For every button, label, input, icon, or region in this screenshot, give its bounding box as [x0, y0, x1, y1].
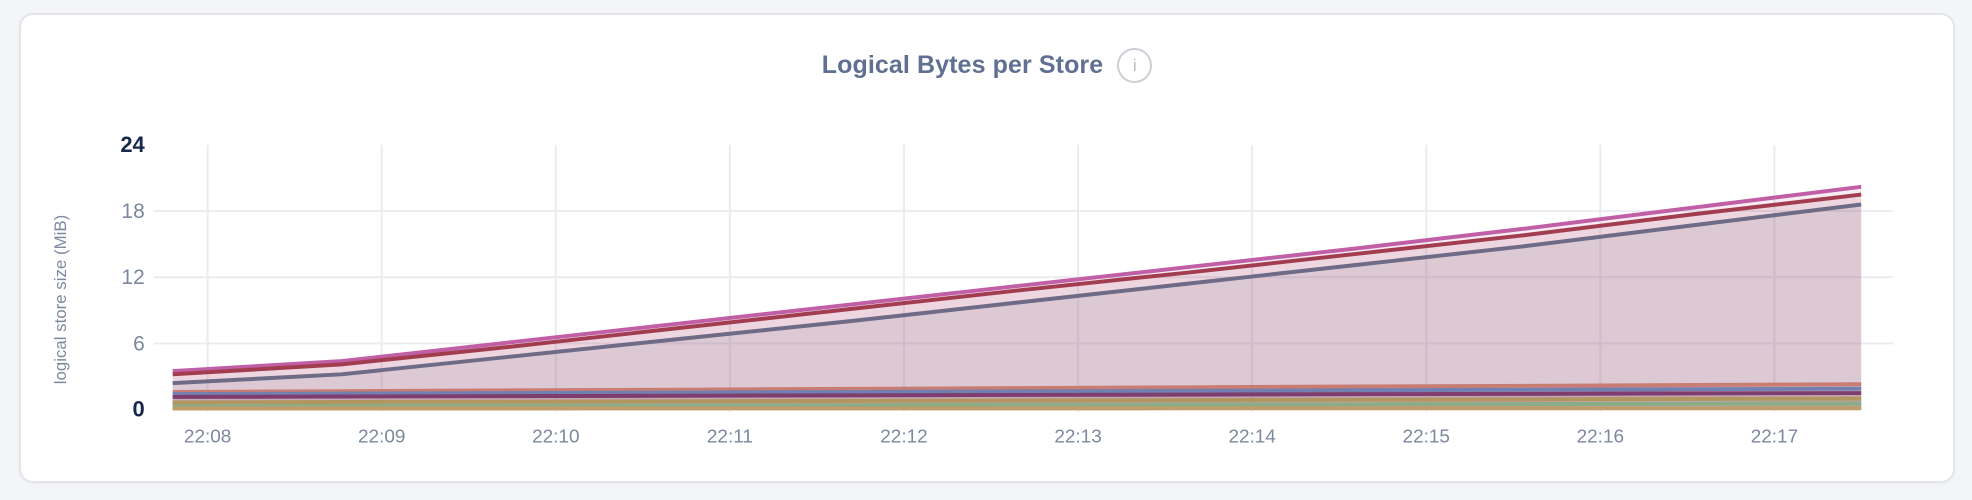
x-tick-label: 22:12 — [880, 426, 927, 447]
x-tick-label: 22:08 — [184, 426, 231, 447]
series-line-pink[interactable] — [172, 184, 1862, 374]
info-icon[interactable]: i — [1117, 48, 1153, 83]
series-line-blue[interactable] — [172, 386, 1862, 397]
y-tick-label: 6 — [133, 332, 145, 355]
series-line-maroon[interactable] — [172, 192, 1862, 377]
y-tick-label: 0 — [133, 397, 145, 422]
x-tick-label: 22:15 — [1403, 426, 1450, 447]
x-tick-label: 22:17 — [1751, 426, 1798, 447]
x-tick-label: 22:10 — [532, 426, 579, 447]
x-tick-label: 22:13 — [1054, 426, 1101, 447]
chart-card: Logical Bytes per Store i 0 6 12 18 24 22:08 2… — [19, 13, 1955, 483]
series-line-slate[interactable] — [172, 202, 1862, 386]
series-line-plum[interactable] — [172, 391, 1862, 399]
series-line-salmon[interactable] — [172, 382, 1862, 394]
chart-header: Logical Bytes per Store i — [21, 48, 1953, 83]
x-tick-label: 22:16 — [1577, 426, 1624, 447]
y-axis-label: logical store size (MiB) — [51, 215, 70, 384]
x-tick-label: 22:14 — [1228, 426, 1275, 447]
series-area-pink — [172, 186, 1862, 410]
series-line-gold[interactable] — [172, 396, 1862, 405]
y-tick-label: 18 — [121, 200, 144, 223]
x-tick-label: 22:11 — [707, 426, 753, 447]
y-tick-label: 12 — [121, 266, 144, 289]
y-tick-label: 24 — [120, 132, 145, 157]
x-tick-label: 22:09 — [358, 426, 405, 447]
chart-title: Logical Bytes per Store — [821, 51, 1104, 79]
timeseries-chart: 0 6 12 18 24 22:08 22:09 22:10 22:11 22:12 22:13 22… — [51, 132, 1894, 447]
series-line-green[interactable] — [172, 401, 1862, 409]
